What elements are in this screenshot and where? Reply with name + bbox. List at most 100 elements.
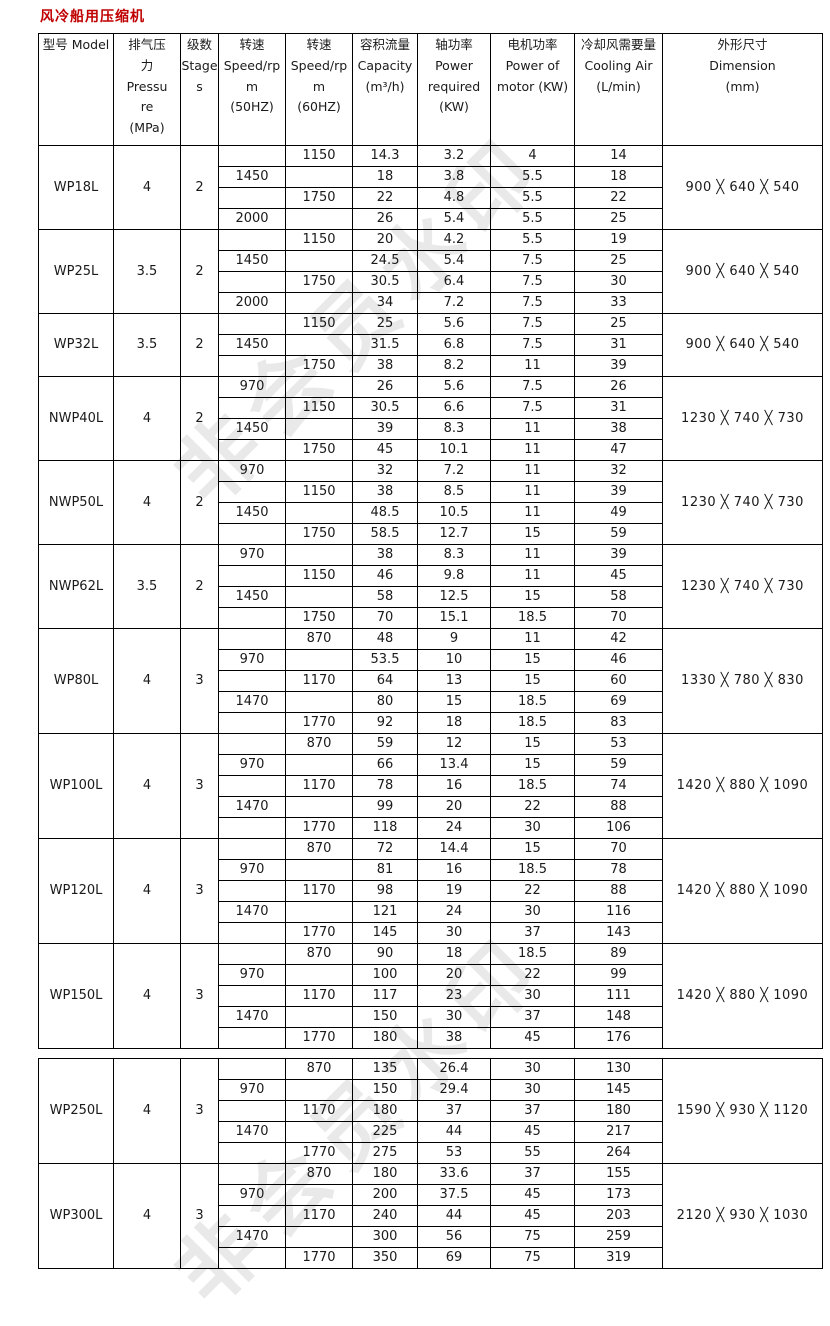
spec-table-main: 型号 Model 排气压力 Pressu re (MPa) 级数 Stage s 转速 Speed… bbox=[38, 33, 823, 1049]
cooling-air-cell: 58 bbox=[574, 586, 663, 608]
cooling-air-cell: 19 bbox=[574, 229, 663, 251]
motor-power-cell: 11 bbox=[490, 355, 575, 377]
capacity-cell: 48.5 bbox=[352, 502, 418, 524]
table-row: 1770 275 53 55 264 bbox=[39, 1142, 823, 1164]
motor-power-cell: 7.5 bbox=[490, 313, 575, 335]
capacity-cell: 24.5 bbox=[352, 250, 418, 272]
speed-60hz-cell bbox=[285, 859, 353, 881]
cooling-air-cell: 39 bbox=[574, 355, 663, 377]
stage-cell: 3 bbox=[180, 628, 219, 734]
capacity-cell: 150 bbox=[352, 1079, 418, 1101]
speed-60hz-cell: 1770 bbox=[285, 1142, 353, 1164]
speed-50hz-cell: 2000 bbox=[218, 208, 286, 230]
power-required-cell: 44 bbox=[417, 1121, 491, 1143]
power-required-cell: 16 bbox=[417, 859, 491, 881]
speed-60hz-cell: 1750 bbox=[285, 607, 353, 629]
stage-cell: 2 bbox=[180, 229, 219, 314]
power-required-cell: 26.4 bbox=[417, 1058, 491, 1080]
speed-50hz-cell bbox=[218, 880, 286, 902]
cooling-air-cell: 70 bbox=[574, 607, 663, 629]
pressure-cell: 4 bbox=[113, 1163, 181, 1269]
speed-50hz-cell bbox=[218, 1142, 286, 1164]
speed-50hz-cell bbox=[218, 628, 286, 650]
speed-60hz-cell bbox=[285, 649, 353, 671]
table-row: WP300L 4 3 870 180 33.6 37 155 2120 ╳ 930 ╳ 1030 bbox=[38, 1163, 823, 1269]
model-cell: WP120L bbox=[38, 838, 114, 944]
speed-60hz-cell: 1150 bbox=[285, 565, 353, 587]
table-row: 1750 22 4.8 5.5 22 bbox=[39, 187, 823, 209]
power-required-cell: 30 bbox=[417, 1006, 491, 1028]
cooling-air-cell: 83 bbox=[574, 712, 663, 734]
model-cell: WP150L bbox=[38, 943, 114, 1049]
speed-60hz-cell bbox=[285, 1079, 353, 1101]
power-required-cell: 10 bbox=[417, 649, 491, 671]
cooling-air-cell: 148 bbox=[574, 1006, 663, 1028]
speed-60hz-cell bbox=[285, 418, 353, 440]
table-row: 1450 31.5 6.8 7.5 31 bbox=[39, 334, 823, 356]
speed-50hz-cell: 1470 bbox=[218, 1006, 286, 1028]
motor-power-cell: 18.5 bbox=[490, 712, 575, 734]
power-required-cell: 18 bbox=[417, 943, 491, 965]
power-required-cell: 4.8 bbox=[417, 187, 491, 209]
speed-60hz-cell bbox=[285, 1226, 353, 1248]
power-required-cell: 6.4 bbox=[417, 271, 491, 293]
power-required-cell: 56 bbox=[417, 1226, 491, 1248]
stage-cell: 3 bbox=[180, 1058, 219, 1164]
motor-power-cell: 7.5 bbox=[490, 334, 575, 356]
capacity-cell: 32 bbox=[352, 460, 418, 482]
power-required-cell: 10.1 bbox=[417, 439, 491, 461]
speed-50hz-cell: 1450 bbox=[218, 250, 286, 272]
table-row: WP80L 4 3 870 48 9 11 42 1330 ╳ 780 ╳ 830 bbox=[38, 628, 823, 734]
cooling-air-cell: 39 bbox=[574, 544, 663, 566]
power-required-cell: 53 bbox=[417, 1142, 491, 1164]
capacity-cell: 350 bbox=[352, 1247, 418, 1269]
speed-50hz-cell: 970 bbox=[218, 649, 286, 671]
model-cell: WP80L bbox=[38, 628, 114, 734]
motor-power-cell: 18.5 bbox=[490, 943, 575, 965]
motor-power-cell: 37 bbox=[490, 1006, 575, 1028]
pressure-cell: 3.5 bbox=[113, 544, 181, 629]
model-cell: WP32L bbox=[38, 313, 114, 377]
power-required-cell: 6.6 bbox=[417, 397, 491, 419]
header-model: 型号 Model bbox=[38, 33, 114, 146]
dimension-cell: 900 ╳ 640 ╳ 540 bbox=[662, 229, 823, 314]
motor-power-cell: 5.5 bbox=[490, 187, 575, 209]
motor-power-cell: 11 bbox=[490, 481, 575, 503]
speed-60hz-cell bbox=[285, 1184, 353, 1206]
capacity-cell: 180 bbox=[352, 1163, 418, 1185]
speed-60hz-cell bbox=[285, 586, 353, 608]
cooling-air-cell: 143 bbox=[574, 922, 663, 944]
capacity-cell: 275 bbox=[352, 1142, 418, 1164]
motor-power-cell: 4 bbox=[490, 145, 575, 167]
speed-50hz-cell bbox=[218, 271, 286, 293]
power-required-cell: 14.4 bbox=[417, 838, 491, 860]
motor-power-cell: 11 bbox=[490, 544, 575, 566]
stage-cell: 3 bbox=[180, 1163, 219, 1269]
spec-table-continued: WP250L 4 3 870 135 26.4 30 130 1590 ╳ 930 ╳ 1120… bbox=[38, 1058, 823, 1269]
table-row: 1450 58 12.5 15 58 bbox=[39, 586, 823, 608]
power-required-cell: 24 bbox=[417, 817, 491, 839]
power-required-cell: 20 bbox=[417, 796, 491, 818]
speed-60hz-cell bbox=[285, 208, 353, 230]
power-required-cell: 5.4 bbox=[417, 250, 491, 272]
speed-60hz-cell bbox=[285, 250, 353, 272]
motor-power-cell: 30 bbox=[490, 1079, 575, 1101]
table-row: WP120L 4 3 870 72 14.4 15 70 1420 ╳ 880 ╳ 1090 bbox=[38, 838, 823, 944]
table-row: NWP50L 4 2 970 32 7.2 11 32 1230 ╳ 740 ╳ 730 bbox=[38, 460, 823, 545]
table-row: WP25L 3.5 2 1150 20 4.2 5.5 19 900 ╳ 640 ╳ 540 bbox=[38, 229, 823, 314]
model-cell: WP250L bbox=[38, 1058, 114, 1164]
motor-power-cell: 30 bbox=[490, 985, 575, 1007]
speed-50hz-cell: 1450 bbox=[218, 418, 286, 440]
motor-power-cell: 7.5 bbox=[490, 250, 575, 272]
speed-50hz-cell: 1450 bbox=[218, 502, 286, 524]
speed-60hz-cell: 1150 bbox=[285, 481, 353, 503]
dimension-cell: 1230 ╳ 740 ╳ 730 bbox=[662, 460, 823, 545]
cooling-air-cell: 111 bbox=[574, 985, 663, 1007]
cooling-air-cell: 31 bbox=[574, 334, 663, 356]
motor-power-cell: 22 bbox=[490, 880, 575, 902]
dimension-cell: 1420 ╳ 880 ╳ 1090 bbox=[662, 943, 823, 1049]
table-row: 1470 300 56 75 259 bbox=[39, 1226, 823, 1248]
power-required-cell: 5.4 bbox=[417, 208, 491, 230]
speed-60hz-cell: 1170 bbox=[285, 1205, 353, 1227]
speed-50hz-cell bbox=[218, 565, 286, 587]
